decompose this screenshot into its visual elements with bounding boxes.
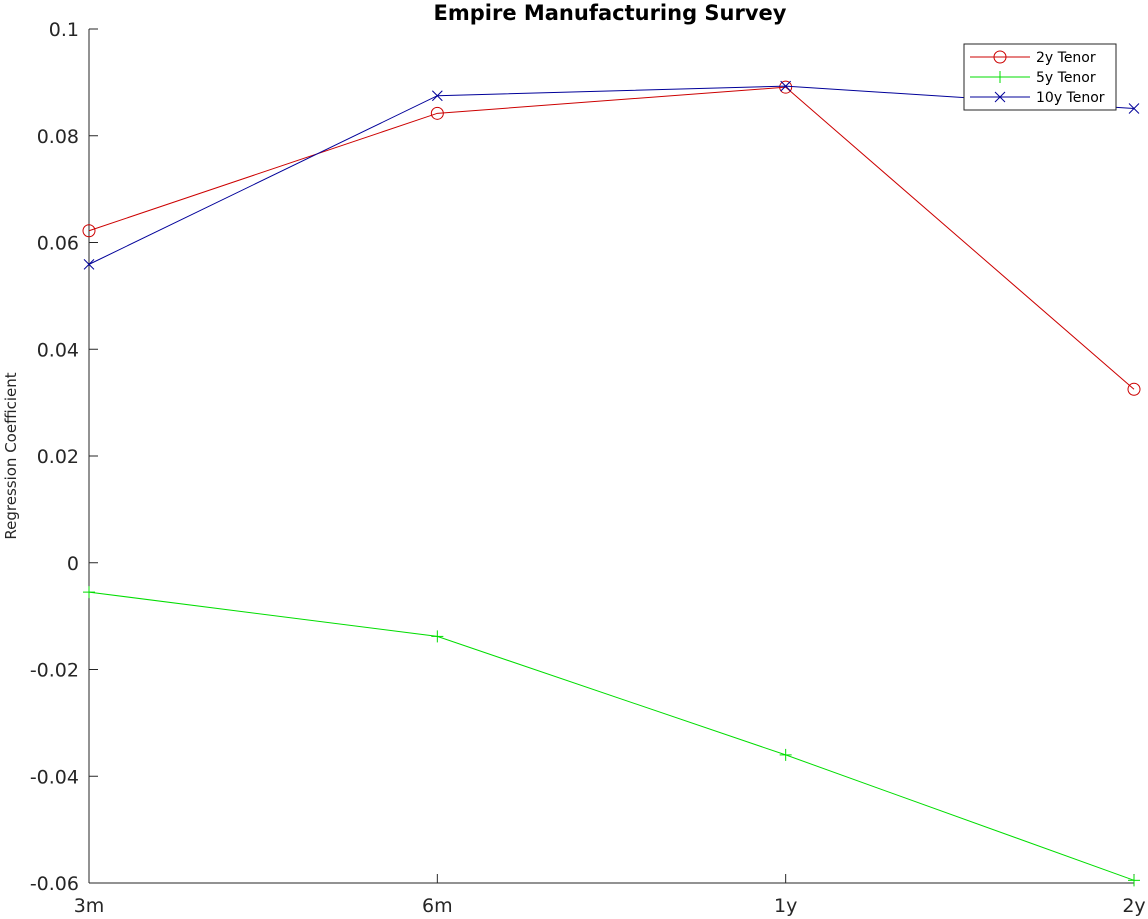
x-tick-label: 3m (74, 895, 105, 917)
legend-item-10y-tenor: 10y Tenor (970, 90, 1105, 106)
legend-item-2y-tenor: 2y Tenor (970, 50, 1096, 66)
y-tick-label: 0 (67, 553, 79, 575)
data-point-5y-tenor (431, 630, 444, 643)
data-point-10y-tenor (431, 90, 443, 102)
data-point-2y-tenor (1127, 382, 1141, 396)
series-line-2y-tenor (88, 86, 1135, 390)
x-tick-label: 1y (774, 895, 797, 917)
data-point-5y-tenor (1128, 874, 1140, 887)
series-10y-tenor (83, 80, 1140, 270)
legend-label: 10y Tenor (1036, 90, 1105, 106)
data-point-2y-tenor (82, 224, 96, 238)
data-point-2y-tenor (430, 106, 444, 120)
legend-label: 5y Tenor (1036, 70, 1096, 86)
legend: 2y Tenor 5y Tenor 10y Tenor (963, 43, 1117, 111)
series-line-10y-tenor (88, 85, 1135, 265)
x-tick-label: 6m (422, 895, 453, 917)
y-tick-label: -0.06 (30, 873, 79, 895)
x-axis-ticks: 3m 6m 1y 2y (74, 874, 1146, 917)
data-point-10y-tenor (780, 80, 792, 92)
y-tick-label: 0.02 (37, 446, 79, 468)
series-5y-tenor (83, 586, 1140, 887)
y-tick-label: -0.02 (30, 660, 79, 682)
y-tick-label: 0.1 (49, 19, 79, 41)
legend-item-5y-tenor: 5y Tenor (970, 70, 1096, 86)
y-axis-label: Regression Coefficient (2, 372, 20, 539)
y-tick-label: 0.04 (37, 339, 79, 361)
y-axis-ticks: -0.06 -0.04 -0.02 0 0.02 0.04 0.06 0.08 0.1 (30, 19, 98, 895)
data-point-2y-tenor (779, 80, 793, 94)
series-line-5y-tenor (88, 591, 1135, 881)
legend-marker (994, 91, 1006, 103)
series-layer (82, 80, 1141, 887)
y-tick-label: 0.08 (37, 126, 79, 148)
data-point-5y-tenor (779, 748, 792, 761)
data-point-10y-tenor (83, 259, 95, 270)
x-tick-label: 2y (1122, 895, 1145, 917)
series-2y-tenor (82, 80, 1141, 396)
y-axis-label-group: Regression Coefficient (2, 372, 20, 539)
y-tick-label: -0.04 (30, 766, 79, 788)
y-tick-label: 0.06 (37, 233, 79, 255)
data-point-10y-tenor (1128, 103, 1140, 114)
legend-marker (993, 50, 1007, 64)
data-point-5y-tenor (83, 586, 95, 599)
legend-label: 2y Tenor (1036, 50, 1096, 66)
chart-title: Empire Manufacturing Survey (434, 1, 787, 25)
legend-marker (994, 71, 1006, 83)
